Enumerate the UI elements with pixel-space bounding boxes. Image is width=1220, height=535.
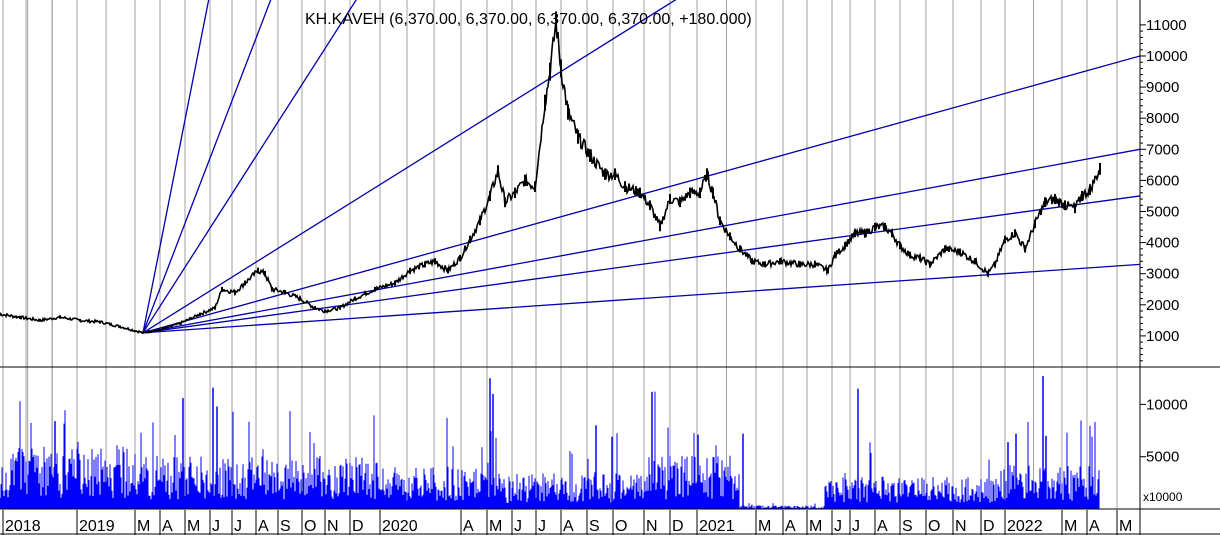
volume-tick-label-0: 5000 bbox=[1146, 449, 1179, 466]
price-tick-label-1: 2000 bbox=[1146, 297, 1179, 314]
time-tick-label-17: A bbox=[563, 518, 574, 535]
gann-fan-lines bbox=[142, 0, 1140, 334]
fan-line-7 bbox=[142, 263, 1140, 334]
price-series bbox=[0, 11, 1101, 335]
time-tick-label-16: J bbox=[538, 518, 546, 535]
fan-line-2 bbox=[142, 0, 357, 334]
fan-line-3 bbox=[142, 0, 677, 334]
time-tick-label-8: S bbox=[280, 518, 291, 535]
time-tick-label-22: 2021 bbox=[699, 518, 735, 535]
time-axis: 2018 2019 M A M J J A S O N D 2020 A M J J A S O N D 2021 M A M J J… bbox=[2, 510, 1132, 535]
time-tick-label-11: D bbox=[352, 518, 364, 535]
time-tick-label-7: A bbox=[258, 518, 269, 535]
time-tick-label-10: N bbox=[327, 518, 339, 535]
time-tick-label-35: A bbox=[1089, 518, 1100, 535]
price-tick-label-0: 1000 bbox=[1146, 328, 1179, 345]
time-tick-label-12: 2020 bbox=[382, 518, 418, 535]
volume-bars bbox=[0, 391, 1100, 509]
volume-series bbox=[0, 376, 1100, 509]
time-tick-label-3: A bbox=[162, 518, 173, 535]
fan-line-5 bbox=[142, 148, 1140, 334]
time-tick-label-9: O bbox=[304, 518, 316, 535]
price-tick-label-6: 7000 bbox=[1146, 141, 1179, 158]
price-tick-label-2: 3000 bbox=[1146, 266, 1179, 283]
time-tick-label-14: M bbox=[489, 518, 502, 535]
fan-line-6 bbox=[142, 195, 1140, 334]
time-tick-label-1: 2019 bbox=[79, 518, 115, 535]
time-tick-label-4: M bbox=[187, 518, 200, 535]
time-tick-label-23: M bbox=[758, 518, 771, 535]
time-tick-label-36: M bbox=[1119, 518, 1132, 535]
fan-line-0 bbox=[142, 0, 210, 333]
time-tick-label-0: 2018 bbox=[5, 518, 41, 535]
time-tick-label-31: N bbox=[955, 518, 967, 535]
time-tick-label-27: J bbox=[852, 518, 860, 535]
price-tick-label-8: 9000 bbox=[1146, 79, 1179, 96]
time-tick-label-33: 2022 bbox=[1007, 518, 1043, 535]
time-tick-label-21: D bbox=[672, 518, 684, 535]
time-tick-label-6: J bbox=[234, 518, 242, 535]
price-tick-label-10: 11000 bbox=[1146, 17, 1187, 34]
time-tick-label-32: D bbox=[983, 518, 995, 535]
time-tick-label-2: M bbox=[137, 518, 150, 535]
time-tick-label-25: M bbox=[809, 518, 822, 535]
time-tick-label-20: N bbox=[646, 518, 658, 535]
price-tick-label-7: 8000 bbox=[1146, 110, 1179, 127]
chart-title: KH.KAVEH (6,370.00, 6,370.00, 6,370.00, … bbox=[305, 11, 752, 28]
time-tick-label-30: O bbox=[928, 518, 940, 535]
price-tick-label-5: 6000 bbox=[1146, 172, 1179, 189]
time-tick-label-15: J bbox=[514, 518, 522, 535]
price-tick-label-4: 5000 bbox=[1146, 203, 1179, 220]
time-tick-label-28: A bbox=[877, 518, 888, 535]
grid bbox=[2, 0, 1118, 509]
time-tick-label-18: S bbox=[589, 518, 600, 535]
fan-line-1 bbox=[142, 0, 272, 334]
time-tick-label-5: J bbox=[212, 518, 220, 535]
price-axis: 1000 2000 3000 4000 5000 6000 7000 8000 9000 1000… bbox=[1140, 17, 1188, 362]
time-tick-label-19: O bbox=[615, 518, 627, 535]
volume-axis: 5000 10000 bbox=[1140, 396, 1188, 466]
price-tick-label-9: 10000 bbox=[1146, 48, 1188, 65]
time-tick-label-13: A bbox=[463, 518, 474, 535]
time-tick-label-26: J bbox=[834, 518, 842, 535]
volume-multiplier-label: x10000 bbox=[1143, 490, 1183, 504]
time-tick-label-29: S bbox=[902, 518, 913, 535]
time-tick-label-34: M bbox=[1064, 518, 1077, 535]
time-tick-label-24: A bbox=[785, 518, 796, 535]
price-tick-label-3: 4000 bbox=[1146, 235, 1179, 252]
volume-tick-label-1: 10000 bbox=[1146, 396, 1188, 413]
